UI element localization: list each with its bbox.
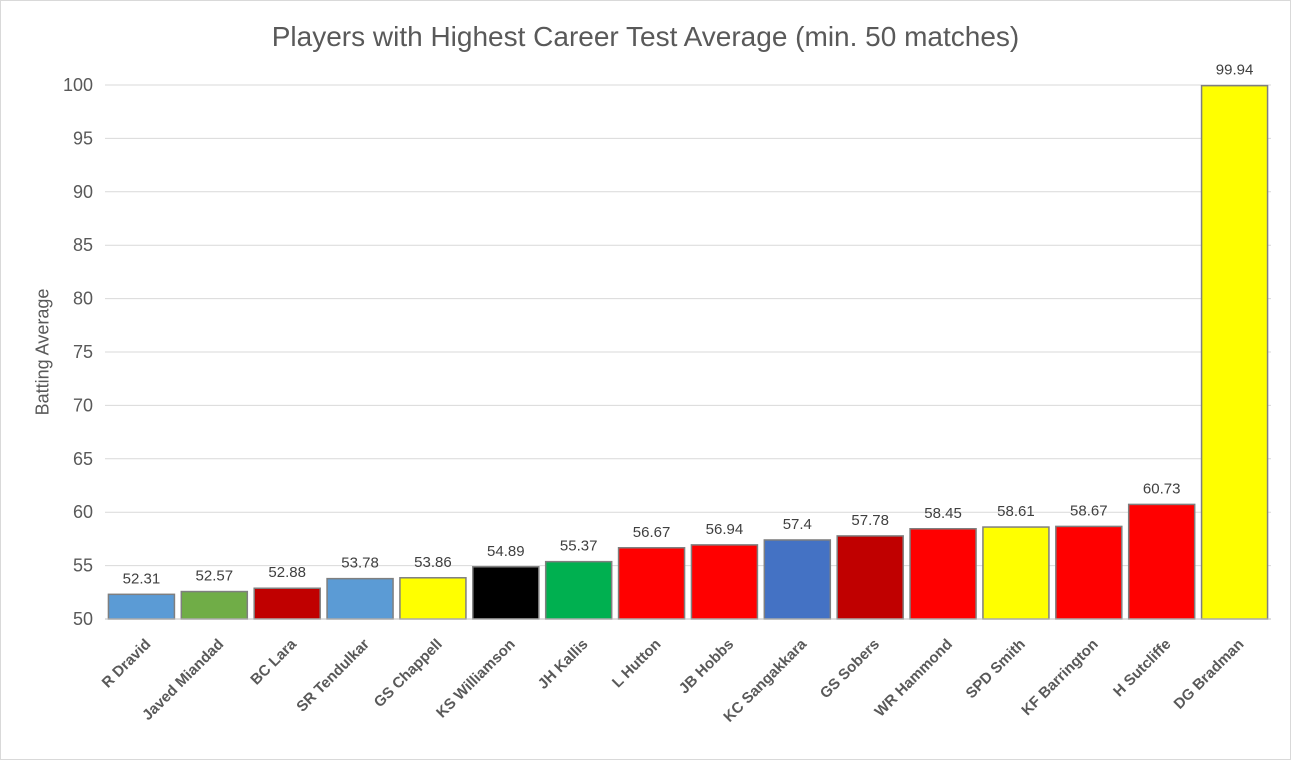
y-tick-label: 75 [73, 342, 93, 362]
category-label: GS Sobers [817, 636, 883, 702]
category-label: H Sutcliffe [1110, 636, 1174, 700]
data-label: 60.73 [1143, 480, 1181, 497]
data-label: 53.78 [341, 555, 379, 572]
bar [1055, 525, 1123, 620]
category-label: SPD Smith [963, 636, 1029, 702]
data-label: 52.88 [268, 564, 306, 581]
category-label: DG Bradman [1171, 636, 1248, 713]
category-label: GS Chappell [371, 636, 446, 711]
y-tick-label: 60 [73, 502, 93, 522]
data-label: 53.86 [414, 554, 452, 571]
bar [909, 528, 977, 620]
y-tick-label: 85 [73, 235, 93, 255]
y-tick-labels: 50 55 60 65 70 75 80 85 90 95 100 [63, 75, 93, 629]
y-tick-label: 80 [73, 289, 93, 309]
y-tick-label: 90 [73, 182, 93, 202]
data-label: 56.67 [633, 524, 671, 541]
data-label: 52.57 [196, 568, 234, 585]
data-label: 55.37 [560, 538, 598, 555]
category-label: KF Barrington [1018, 636, 1101, 719]
bar [1200, 84, 1269, 620]
y-tick-label: 55 [73, 556, 93, 576]
bar [617, 547, 686, 620]
data-label: 52.31 [123, 570, 161, 587]
category-label: JB Hobbs [676, 636, 738, 698]
bar [472, 566, 540, 620]
data-labels: 52.31 52.57 52.88 53.78 53.86 54.89 55.37 56.67… [123, 62, 1254, 588]
chart-title: Players with Highest Career Test Average… [271, 21, 1020, 52]
data-label: 58.45 [924, 505, 962, 522]
bar [982, 526, 1050, 620]
category-label: WR Hammond [871, 636, 955, 720]
bar [1127, 503, 1196, 620]
data-label: 56.94 [706, 521, 744, 538]
category-label: L Hutton [609, 636, 664, 691]
data-label: 57.4 [783, 516, 812, 533]
bars [107, 84, 1269, 620]
category-label: KS Williamson [433, 636, 519, 722]
y-tick-label: 100 [63, 75, 93, 95]
data-label: 57.78 [851, 512, 889, 529]
bar [690, 544, 759, 620]
data-label: 58.67 [1070, 502, 1108, 519]
bar [253, 587, 321, 620]
bar [326, 577, 394, 620]
y-tick-label: 95 [73, 128, 93, 148]
y-tick-label: 65 [73, 449, 93, 469]
y-tick-label: 70 [73, 395, 93, 415]
bar [399, 577, 467, 620]
y-tick-label: 50 [73, 609, 93, 629]
bar [836, 535, 904, 620]
category-label: SR Tendulkar [293, 636, 373, 716]
category-label: JH Kallis [535, 636, 592, 693]
bar [763, 539, 832, 620]
data-label: 58.61 [997, 503, 1035, 520]
gridlines [105, 84, 1271, 567]
category-label: BC Lara [247, 635, 300, 688]
bar [180, 590, 249, 620]
bar [107, 593, 176, 620]
data-label: 54.89 [487, 543, 525, 560]
data-label: 99.94 [1216, 62, 1254, 79]
category-label: R Dravid [99, 636, 155, 692]
bar [544, 560, 613, 620]
